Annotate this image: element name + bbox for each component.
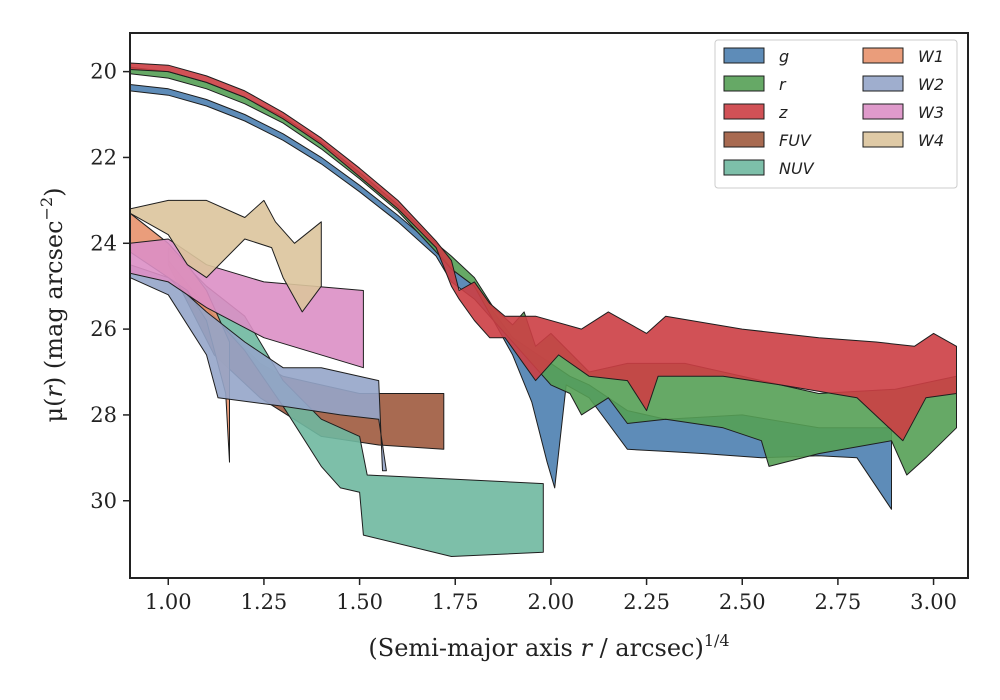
band-z xyxy=(130,62,957,442)
y-axis-label-sup: −2 xyxy=(37,197,56,221)
y-tick-label: 24 xyxy=(90,231,117,255)
y-tick-label: 26 xyxy=(90,317,117,341)
y-axis-ticks: 20 22 24 26 28 30 xyxy=(90,60,130,513)
band-r xyxy=(130,66,957,476)
y-tick-label: 20 xyxy=(90,60,117,84)
legend-label-g: g xyxy=(779,47,789,66)
y-tick-label: 22 xyxy=(90,145,117,169)
x-axis-label-pre: (Semi-major axis xyxy=(368,634,580,662)
band-w4 xyxy=(130,199,322,313)
legend-swatch-w2 xyxy=(862,75,904,92)
y-axis-label-var: r xyxy=(40,385,68,398)
x-tick-label: 2.00 xyxy=(528,590,575,614)
x-axis-label-post: / arcsec) xyxy=(592,634,704,662)
data-bands xyxy=(130,62,957,557)
legend-label-w3: W3 xyxy=(918,103,944,122)
legend-label-z: z xyxy=(778,103,788,122)
x-tick-label: 1.50 xyxy=(336,590,383,614)
legend-swatch-w4 xyxy=(862,131,904,148)
x-tick-label: 3.00 xyxy=(910,590,957,614)
x-tick-label: 1.75 xyxy=(432,590,479,614)
x-axis-label-var: r xyxy=(580,634,593,662)
plot-frame xyxy=(129,32,969,579)
x-tick-label: 1.25 xyxy=(241,590,288,614)
y-tick-label: 28 xyxy=(90,403,117,427)
legend-swatch-r xyxy=(723,75,765,92)
x-tick-label: 2.75 xyxy=(815,590,862,614)
band-w2 xyxy=(130,264,387,472)
x-tick-label: 2.50 xyxy=(719,590,766,614)
x-axis-ticks: 1.00 1.25 1.50 1.75 2.00 2.25 2.50 2.75 3.00 xyxy=(145,578,957,614)
legend-swatch-w3 xyxy=(862,103,904,120)
legend: grz FUV NUV W1 W2 W3 W4 xyxy=(714,39,958,189)
legend-swatch-nuv xyxy=(723,159,765,176)
legend-swatch-fuv xyxy=(723,131,765,148)
legend-label-w2: W2 xyxy=(918,75,944,94)
legend-label-r: r xyxy=(779,75,787,94)
legend-label-nuv: NUV xyxy=(779,159,815,178)
legend-swatch-z xyxy=(723,103,765,120)
x-tick-label: 2.25 xyxy=(623,590,670,614)
y-axis-label-post: ) (mag arcsec xyxy=(40,220,68,386)
legend-label-w4: W4 xyxy=(918,131,944,150)
legend-swatch-g xyxy=(723,47,765,64)
y-tick-label: 30 xyxy=(90,489,117,513)
legend-label-w1: W1 xyxy=(918,47,944,66)
x-tick-label: 1.00 xyxy=(145,590,192,614)
legend-swatch-w1 xyxy=(862,47,904,64)
y-axis-label-end: ) xyxy=(40,187,68,196)
legend-label-fuv: FUV xyxy=(779,131,812,150)
x-axis-label: (Semi-major axis r / arcsec)1/4 xyxy=(368,631,729,662)
y-axis-label: μ(r) (mag arcsec−2) xyxy=(37,187,68,422)
x-axis-label-sup: 1/4 xyxy=(704,631,730,650)
y-axis-label-pre: μ( xyxy=(40,398,68,423)
